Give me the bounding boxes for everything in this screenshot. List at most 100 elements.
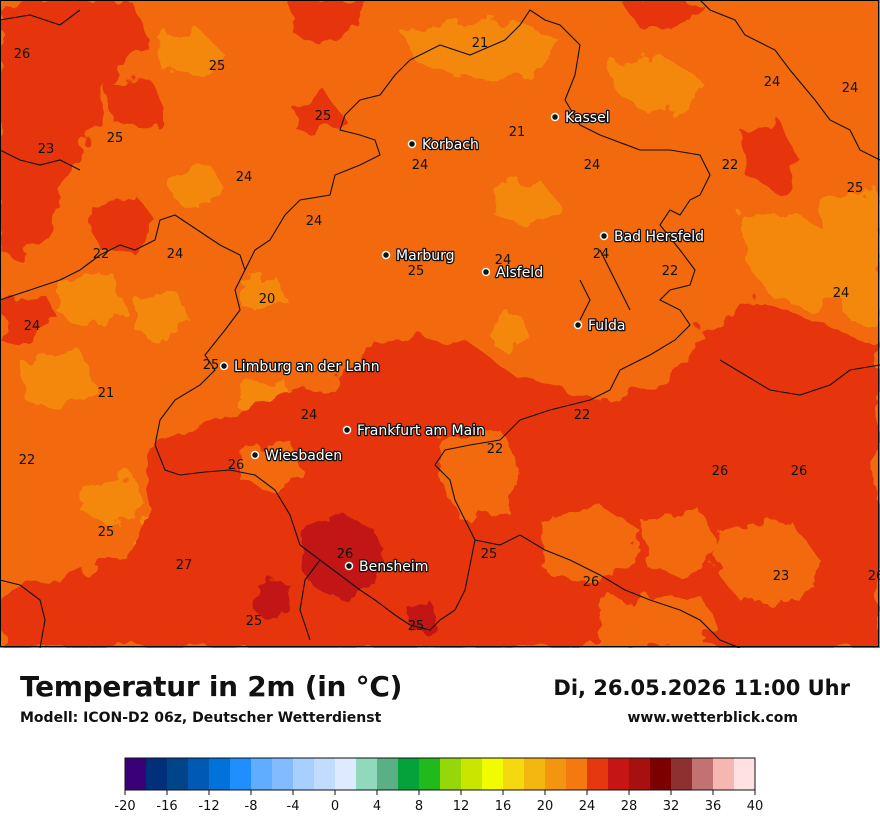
legend-swatch bbox=[587, 758, 609, 790]
legend-swatch bbox=[503, 758, 525, 790]
temperature-value: 25 bbox=[98, 525, 115, 540]
temperature-value: 22 bbox=[19, 453, 36, 468]
city-marker: Wiesbaden bbox=[250, 447, 343, 465]
legend-tick-label: 0 bbox=[331, 799, 339, 814]
legend-tick-label: 28 bbox=[621, 799, 638, 814]
temperature-value: 24 bbox=[764, 75, 781, 90]
legend-swatch bbox=[188, 758, 210, 790]
temperature-value: 25 bbox=[408, 619, 425, 634]
legend-tick-label: 20 bbox=[537, 799, 554, 814]
temperature-value: 24 bbox=[236, 170, 253, 185]
city-dot bbox=[250, 450, 260, 460]
temperature-value: 27 bbox=[176, 558, 193, 573]
legend-swatch bbox=[482, 758, 504, 790]
city-dot bbox=[599, 231, 609, 241]
temperature-value: 25 bbox=[315, 109, 332, 124]
city-label: Alsfeld bbox=[496, 265, 543, 281]
temperature-value: 25 bbox=[246, 614, 263, 629]
temperature-value: 24 bbox=[833, 286, 850, 301]
city-label: Bad Hersfeld bbox=[614, 229, 704, 245]
legend-swatch bbox=[692, 758, 714, 790]
temperature-value: 24 bbox=[167, 247, 184, 262]
legend-tick-label: 32 bbox=[663, 799, 680, 814]
temperature-value: 25 bbox=[408, 264, 425, 279]
legend-swatch bbox=[545, 758, 567, 790]
temperature-value: 23 bbox=[773, 569, 790, 584]
city-marker: Bensheim bbox=[344, 558, 430, 576]
legend-swatch bbox=[293, 758, 315, 790]
city-dot bbox=[381, 250, 391, 260]
city-markers: Kassel Korbach Bad Hersfeld Marburg Alsfeld F… bbox=[219, 109, 705, 576]
temperature-value: 25 bbox=[107, 131, 124, 146]
legend-tick-label: 8 bbox=[415, 799, 423, 814]
city-dot bbox=[481, 267, 491, 277]
temperature-value: 24 bbox=[495, 253, 512, 268]
city-dot bbox=[550, 112, 560, 122]
city-dot bbox=[407, 139, 417, 149]
legend-tick-label: 40 bbox=[747, 799, 764, 814]
city-marker: Alsfeld bbox=[481, 264, 544, 282]
legend-swatch bbox=[377, 758, 399, 790]
temperature-map: 26 25 21 24 24 23 25 25 21 24 24 22 25 24 24 22 24 25 24 24… bbox=[0, 0, 880, 648]
temperature-value: 26 bbox=[14, 47, 31, 62]
city-dot bbox=[219, 361, 229, 371]
city-marker: Limburg an der Lahn bbox=[219, 358, 381, 376]
legend-tick-label: -16 bbox=[156, 799, 177, 814]
legend-tick-label: -8 bbox=[245, 799, 258, 814]
city-marker: Bad Hersfeld bbox=[599, 228, 705, 246]
temperature-value: 23 bbox=[38, 142, 55, 157]
legend-swatch bbox=[335, 758, 357, 790]
legend-tick-label: -12 bbox=[198, 799, 219, 814]
legend-swatch bbox=[440, 758, 462, 790]
city-dot bbox=[342, 425, 352, 435]
temperature-value: 26 bbox=[228, 458, 245, 473]
temperature-value: 26 bbox=[583, 575, 600, 590]
legend-swatch bbox=[167, 758, 189, 790]
color-legend: -20 -16 -12 -8 -4 0 4 8 12 16 20 24 28 32 36 40 bbox=[114, 757, 764, 814]
legend-tick-label: -4 bbox=[287, 799, 300, 814]
map-title: Temperatur in 2m (in °C) bbox=[20, 670, 403, 703]
temperature-value: 26 bbox=[712, 464, 729, 479]
city-label: Frankfurt am Main bbox=[357, 423, 485, 439]
legend-swatch bbox=[125, 758, 147, 790]
temperature-value: 24 bbox=[306, 214, 323, 229]
temperature-value: 24 bbox=[593, 247, 610, 262]
temperature-value: 24 bbox=[24, 319, 41, 334]
legend-swatch bbox=[398, 758, 420, 790]
city-marker: Frankfurt am Main bbox=[342, 422, 486, 440]
legend-swatch bbox=[419, 758, 441, 790]
legend-swatch bbox=[251, 758, 273, 790]
legend-swatch bbox=[356, 758, 378, 790]
legend-swatch bbox=[146, 758, 168, 790]
temperature-value: 21 bbox=[472, 36, 489, 51]
legend-swatch bbox=[461, 758, 483, 790]
temp-field-light-south bbox=[0, 430, 820, 648]
temperature-labels: 26 25 21 24 24 23 25 25 21 24 24 22 25 24 24 22 24 25 24 24… bbox=[14, 36, 880, 634]
city-label: Limburg an der Lahn bbox=[234, 359, 380, 375]
legend-tick-label: -20 bbox=[114, 799, 135, 814]
city-marker: Korbach bbox=[407, 136, 480, 154]
city-dot bbox=[573, 320, 583, 330]
temperature-value: 25 bbox=[209, 59, 226, 74]
city-label: Wiesbaden bbox=[265, 448, 342, 464]
temperature-value: 22 bbox=[487, 442, 504, 457]
temperature-value: 26 bbox=[868, 569, 880, 584]
temperature-value: 22 bbox=[574, 408, 591, 423]
temp-field-hot bbox=[252, 515, 435, 632]
legend-frame bbox=[124, 757, 756, 791]
temperature-value: 24 bbox=[412, 158, 429, 173]
legend-tick-label: 16 bbox=[495, 799, 512, 814]
legend-swatch bbox=[629, 758, 651, 790]
legend-swatch bbox=[272, 758, 294, 790]
model-source: Modell: ICON-D2 06z, Deutscher Wetterdie… bbox=[20, 710, 382, 726]
temperature-value: 25 bbox=[203, 358, 220, 373]
city-label: Korbach bbox=[422, 137, 479, 153]
temperature-value: 20 bbox=[259, 292, 276, 307]
legend-swatch bbox=[566, 758, 588, 790]
legend-swatch bbox=[209, 758, 231, 790]
legend-swatch bbox=[734, 758, 756, 790]
legend-swatch bbox=[230, 758, 252, 790]
website-link[interactable]: www.wetterblick.com bbox=[627, 710, 799, 726]
temperature-value: 24 bbox=[842, 81, 859, 96]
temperature-value: 25 bbox=[481, 547, 498, 562]
